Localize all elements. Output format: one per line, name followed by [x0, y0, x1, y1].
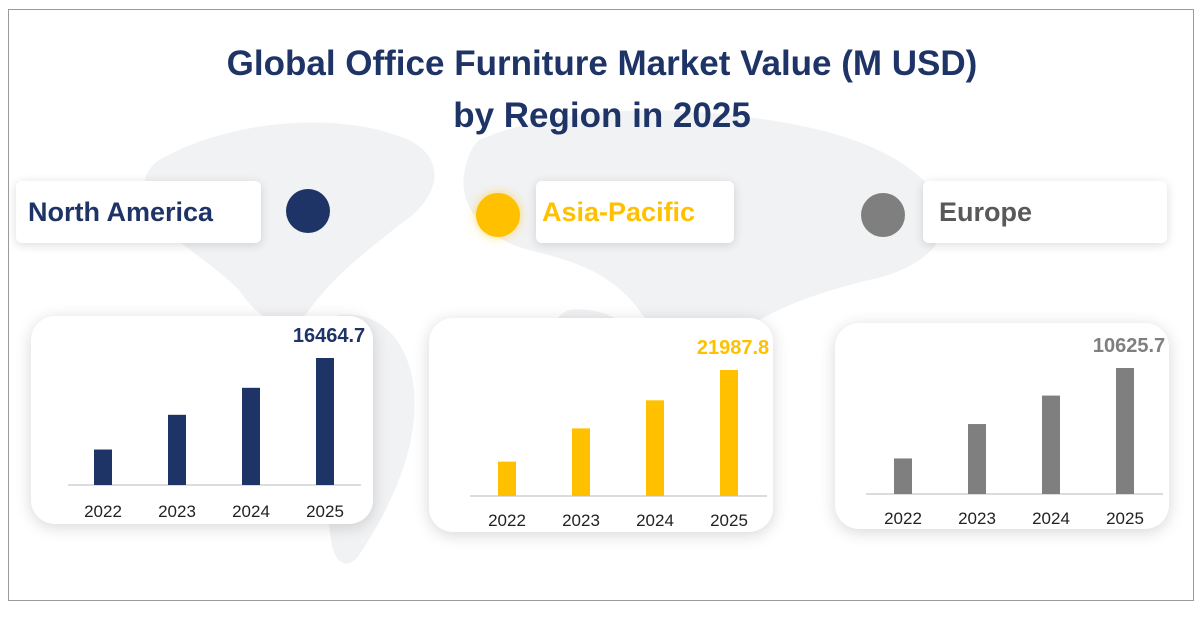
europe-tick-label-2025: 2025 [1106, 509, 1144, 528]
asia-pacific-bar-2025 [720, 370, 738, 496]
north-america-data-label-2025: 16464.7 [293, 325, 365, 347]
europe-data-label-2025: 10625.7 [1093, 335, 1165, 357]
north-america-bar-2022 [94, 449, 112, 485]
north-america-bar-2025 [316, 358, 334, 485]
north-america-dot [286, 189, 330, 233]
chart-title: Global Office Furniture Market Value (M … [9, 38, 1193, 142]
europe-tick-label-2022: 2022 [884, 509, 922, 528]
chart-title-line-1: Global Office Furniture Market Value (M … [226, 44, 978, 83]
europe-label-box: Europe [923, 181, 1167, 243]
europe-tick-label-2023: 2023 [958, 509, 996, 528]
north-america-tick-label-2022: 2022 [84, 502, 122, 521]
asia-pacific-dot [476, 193, 520, 237]
asia-pacific-chart-card: 2022 2023 2024 2025 21987.8 [429, 318, 773, 532]
europe-bar-2022 [894, 458, 912, 494]
asia-pacific-data-label-2025: 21987.8 [697, 337, 769, 359]
europe-chart-card: 2022 2023 2024 2025 10625.7 [835, 323, 1169, 529]
europe-label: Europe [939, 196, 1033, 227]
north-america-tick-label-2025: 2025 [306, 502, 344, 521]
asia-pacific-tick-label-2025: 2025 [710, 511, 748, 530]
asia-pacific-tick-label-2022: 2022 [488, 511, 526, 530]
asia-pacific-tick-label-2024: 2024 [636, 511, 674, 530]
europe-bar-2023 [968, 424, 986, 494]
europe-bar-2024 [1042, 395, 1060, 494]
north-america-tick-label-2024: 2024 [232, 502, 270, 521]
asia-pacific-bar-2023 [572, 428, 590, 496]
north-america-chart-card: 2022 2023 2024 2025 16464.7 [31, 316, 373, 524]
north-america-bar-2023 [168, 414, 186, 485]
north-america-bar-2024 [242, 387, 260, 485]
north-america-label: North America [28, 196, 214, 227]
north-america-label-box: North America [16, 181, 261, 243]
infographic-frame: Global Office Furniture Market Value (M … [8, 9, 1194, 601]
asia-pacific-bar-2024 [646, 400, 664, 496]
north-america-tick-label-2023: 2023 [158, 502, 196, 521]
chart-title-line-2: by Region in 2025 [453, 96, 751, 135]
europe-dot [861, 193, 905, 237]
asia-pacific-bar-2022 [498, 461, 516, 496]
asia-pacific-label: Asia-Pacific [542, 196, 696, 227]
asia-pacific-bar-chart: 2022 2023 2024 2025 21987.8 [470, 337, 769, 530]
europe-bar-chart: 2022 2023 2024 2025 10625.7 [866, 335, 1165, 528]
north-america-bar-chart: 2022 2023 2024 2025 16464.7 [68, 325, 365, 521]
europe-tick-label-2024: 2024 [1032, 509, 1070, 528]
asia-pacific-tick-label-2023: 2023 [562, 511, 600, 530]
europe-bar-2025 [1116, 368, 1134, 494]
asia-pacific-label-box: Asia-Pacific [536, 181, 734, 243]
